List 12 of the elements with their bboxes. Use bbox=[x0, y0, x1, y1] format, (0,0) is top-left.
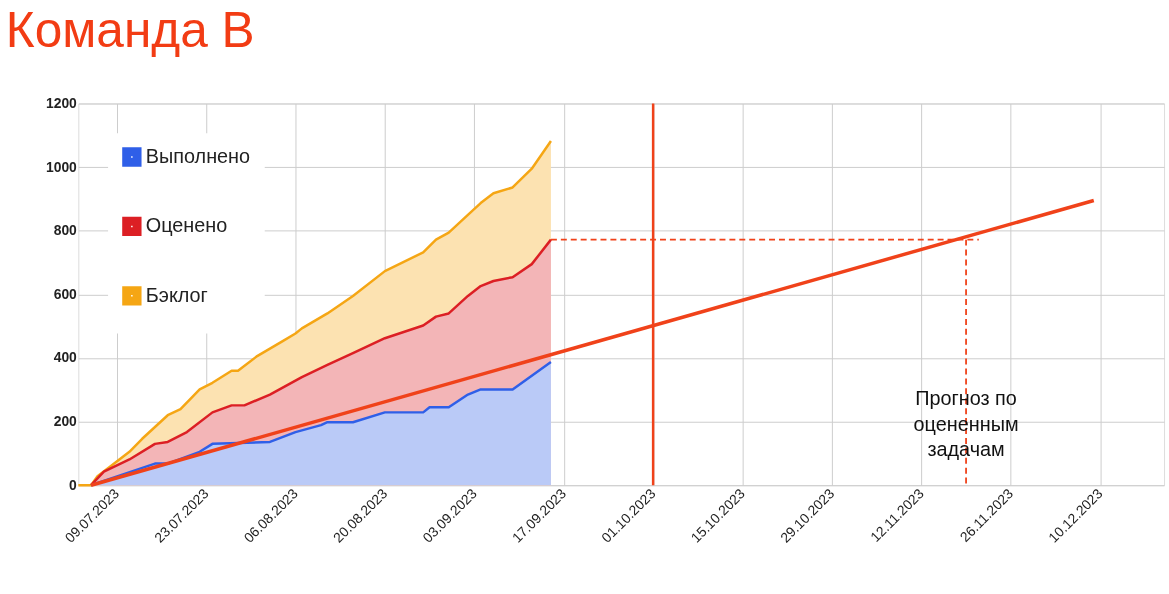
y-tick-label: 1000 bbox=[45, 158, 78, 175]
legend-label: Бэклог bbox=[145, 283, 208, 306]
chart-title: Команда В bbox=[5, 1, 255, 58]
y-tick-label: 1200 bbox=[45, 94, 78, 111]
legend-label: Выполнено bbox=[145, 144, 251, 167]
y-tick-label: 200 bbox=[53, 413, 78, 430]
y-tick-label: 400 bbox=[53, 349, 78, 366]
annotation: Прогноз по оцененным задачам bbox=[913, 386, 1019, 461]
y-tick-label: 800 bbox=[53, 222, 78, 239]
y-tick-label: 600 bbox=[53, 285, 78, 302]
y-tick-label: 0 bbox=[69, 476, 78, 493]
legend-label: Оценено bbox=[145, 214, 228, 237]
